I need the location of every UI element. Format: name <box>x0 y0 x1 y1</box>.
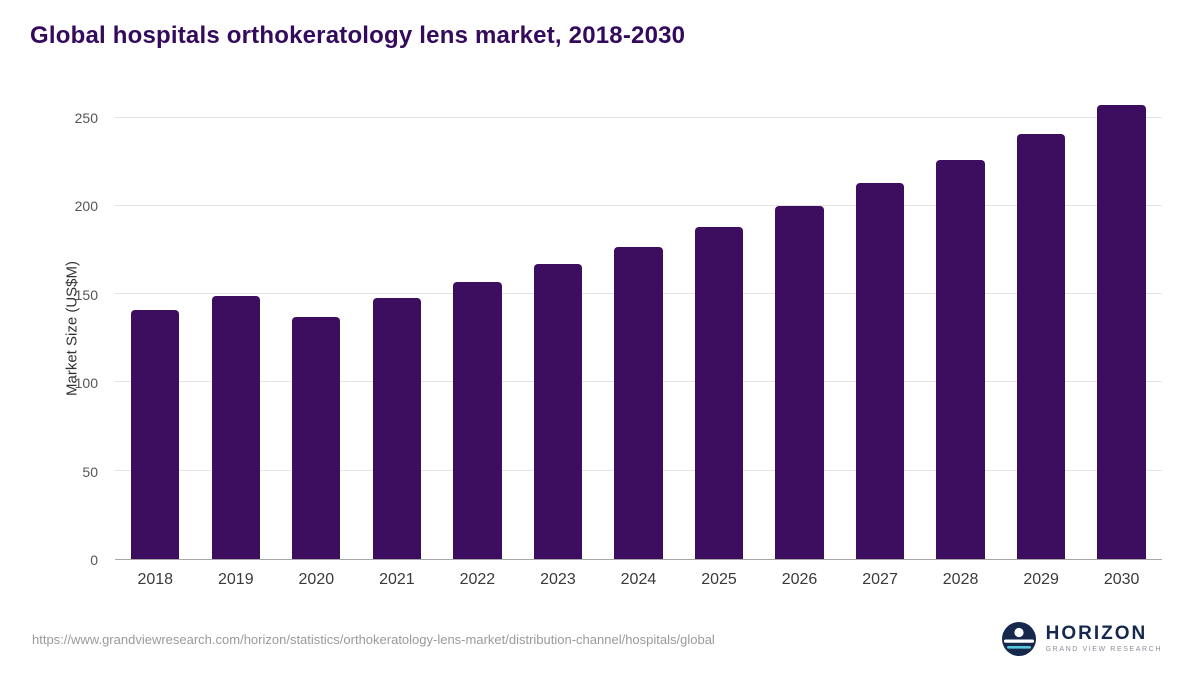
bar-slot <box>679 100 760 559</box>
bar-slot <box>196 100 277 559</box>
bar-slot <box>518 100 599 559</box>
y-tick-label: 150 <box>74 286 98 303</box>
horizon-logo-title: HORIZON <box>1045 623 1148 645</box>
bar-slot <box>759 100 840 559</box>
x-tick-label: 2019 <box>218 571 254 588</box>
bar-2023 <box>533 264 583 559</box>
bar-2021 <box>372 297 422 559</box>
source-url: https://www.grandviewresearch.com/horizo… <box>32 632 715 647</box>
bar-slot <box>840 100 921 559</box>
x-axis-labels: 2018 2019 2020 2021 2022 2023 2024 2025 2026 2027… <box>115 565 1162 595</box>
bar-slot <box>1001 100 1082 559</box>
x-tick-label: 2026 <box>781 571 818 588</box>
chart-title: Global hospitals orthokeratology lens ma… <box>30 22 686 49</box>
bar-2029 <box>1016 133 1066 559</box>
bar-2024 <box>614 246 663 559</box>
horizon-logo: HORIZON GRAND VIEW RESEARCH <box>1001 621 1162 657</box>
bar-2027 <box>855 182 905 559</box>
bar-slot <box>437 100 518 559</box>
x-tick-label: 2027 <box>862 571 898 588</box>
y-tick-label: 250 <box>74 109 98 126</box>
bar-slot <box>357 100 438 559</box>
x-tick-label: 2029 <box>1023 571 1059 588</box>
x-tick-label: 2025 <box>701 571 737 588</box>
horizon-logo-subtitle: GRAND VIEW RESEARCH <box>1045 646 1162 654</box>
plot-area <box>115 100 1162 560</box>
x-tick-label: 2020 <box>298 571 335 588</box>
x-tick-label: 2028 <box>942 571 979 588</box>
y-tick-label: 100 <box>74 375 98 392</box>
bar-2019 <box>211 295 260 559</box>
bar-slot <box>115 100 196 559</box>
x-tick-label: 2023 <box>540 571 576 588</box>
y-axis-ticks: 0 50 100 150 200 250 <box>58 100 106 568</box>
bar-2025 <box>694 227 744 559</box>
bar-2018 <box>131 310 180 559</box>
x-tick-label: 2022 <box>459 571 496 588</box>
bar-2026 <box>775 205 824 559</box>
bar-2028 <box>936 160 985 559</box>
bar-slot <box>276 100 357 559</box>
bar-2020 <box>292 317 341 559</box>
y-tick-label: 50 <box>82 463 98 480</box>
y-tick-label: 0 <box>90 552 98 568</box>
bar-2022 <box>453 281 502 559</box>
x-tick-label: 2024 <box>620 571 657 588</box>
bar-2030 <box>1097 105 1146 559</box>
bar-slot <box>598 100 679 559</box>
horizon-logo-text: HORIZON GRAND VIEW RESEARCH <box>1046 624 1162 653</box>
gridline <box>115 116 1162 118</box>
x-tick-label: 2018 <box>137 571 174 588</box>
x-tick-label: 2030 <box>1103 571 1140 588</box>
x-tick-label: 2021 <box>379 571 415 588</box>
bar-slot <box>1081 100 1162 559</box>
bar-slot <box>920 100 1001 559</box>
gridline <box>115 204 1162 206</box>
horizon-logo-icon <box>1001 621 1037 657</box>
y-tick-label: 200 <box>74 198 98 215</box>
